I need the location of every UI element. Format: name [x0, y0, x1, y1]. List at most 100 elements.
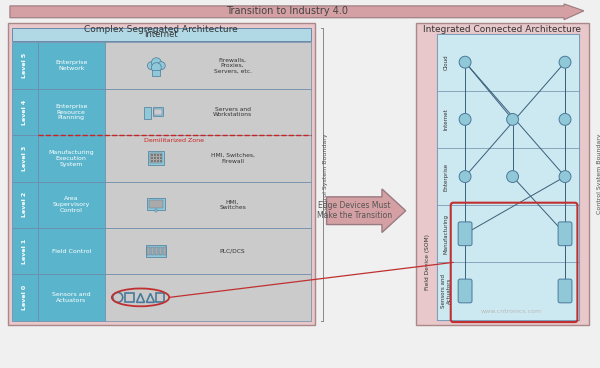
Text: Control System Boundary: Control System Boundary: [597, 133, 600, 214]
Bar: [12, 274, 38, 321]
Text: Internet: Internet: [444, 109, 449, 130]
Bar: [105, 181, 311, 228]
Bar: [154, 160, 157, 162]
Circle shape: [151, 58, 161, 68]
Text: Field Control: Field Control: [52, 248, 91, 254]
Text: Complex Segregated Architecture: Complex Segregated Architecture: [85, 25, 238, 34]
Bar: [437, 148, 579, 205]
Bar: [148, 198, 165, 210]
Bar: [151, 155, 154, 156]
FancyBboxPatch shape: [458, 279, 472, 303]
Bar: [38, 42, 105, 89]
Bar: [160, 160, 162, 162]
Text: Edge Devices Must
Make the Transition: Edge Devices Must Make the Transition: [317, 201, 392, 220]
FancyBboxPatch shape: [558, 222, 572, 246]
Bar: [157, 160, 160, 162]
Circle shape: [459, 171, 471, 183]
Bar: [38, 135, 105, 181]
Bar: [157, 155, 160, 156]
Text: Field Device (SOM): Field Device (SOM): [425, 234, 430, 290]
Text: PLC/DCS: PLC/DCS: [220, 248, 245, 254]
Bar: [12, 181, 38, 228]
FancyBboxPatch shape: [458, 222, 472, 246]
Bar: [151, 160, 154, 162]
Text: Manufacturing
Execution
System: Manufacturing Execution System: [49, 150, 94, 167]
Text: Transition to Industry 4.0: Transition to Industry 4.0: [226, 6, 348, 16]
Circle shape: [559, 56, 571, 68]
Bar: [163, 247, 166, 255]
Bar: [151, 153, 162, 163]
Text: Sensors and
Actuators: Sensors and Actuators: [52, 292, 91, 303]
Text: Level 2: Level 2: [22, 192, 27, 217]
Text: Manufacturing: Manufacturing: [444, 214, 449, 254]
Text: Level 1: Level 1: [22, 238, 27, 263]
Polygon shape: [10, 4, 584, 20]
Text: Control System Boundary: Control System Boundary: [323, 134, 328, 215]
Bar: [105, 42, 311, 89]
Bar: [157, 293, 164, 302]
Text: HMI,
Switches: HMI, Switches: [219, 199, 246, 210]
Bar: [154, 158, 157, 159]
Circle shape: [148, 62, 155, 70]
Bar: [38, 274, 105, 321]
Bar: [12, 228, 38, 274]
Circle shape: [459, 113, 471, 125]
Bar: [105, 135, 311, 181]
Text: Internet: Internet: [145, 29, 178, 39]
Circle shape: [506, 113, 518, 125]
Text: Enterprise
Resource
Planning: Enterprise Resource Planning: [55, 104, 88, 120]
Circle shape: [559, 113, 571, 125]
Bar: [155, 209, 157, 212]
Text: Enterprise
Network: Enterprise Network: [55, 60, 88, 71]
Text: Enterprise: Enterprise: [444, 163, 449, 191]
Bar: [154, 109, 162, 115]
Bar: [154, 155, 157, 156]
Bar: [148, 151, 164, 165]
Circle shape: [559, 171, 571, 183]
Text: www.cntronics.com: www.cntronics.com: [480, 309, 541, 314]
Bar: [437, 33, 579, 319]
Bar: [105, 274, 311, 321]
Bar: [8, 23, 314, 325]
Bar: [145, 107, 151, 119]
Bar: [105, 228, 311, 274]
Circle shape: [157, 62, 165, 70]
Text: Demilitarized Zone: Demilitarized Zone: [144, 138, 204, 143]
Text: Sensors and
Actuators: Sensors and Actuators: [441, 274, 452, 308]
Text: Integrated Connected Architecture: Integrated Connected Architecture: [423, 25, 581, 34]
Circle shape: [506, 171, 518, 183]
Bar: [148, 247, 151, 255]
Text: Level 3: Level 3: [22, 146, 27, 171]
Bar: [437, 33, 579, 91]
Bar: [437, 205, 579, 262]
Bar: [38, 181, 105, 228]
Text: Level 4: Level 4: [22, 99, 27, 125]
Bar: [125, 293, 134, 302]
Text: Cloud: Cloud: [444, 54, 449, 70]
Bar: [152, 70, 160, 75]
Text: Level 0: Level 0: [22, 285, 27, 310]
Bar: [157, 158, 160, 159]
Bar: [12, 28, 311, 40]
Bar: [416, 23, 589, 325]
Bar: [12, 135, 38, 181]
Bar: [437, 91, 579, 148]
Bar: [38, 228, 105, 274]
Bar: [105, 89, 311, 135]
Bar: [155, 247, 158, 255]
Bar: [149, 200, 163, 208]
Text: Servers and
Workstations: Servers and Workstations: [213, 107, 252, 117]
Bar: [151, 158, 154, 159]
Circle shape: [151, 63, 161, 72]
Bar: [12, 42, 38, 89]
Text: Firewalls,
Proxies,
Servers, etc.: Firewalls, Proxies, Servers, etc.: [214, 57, 251, 74]
Bar: [146, 245, 166, 257]
Bar: [38, 89, 105, 135]
Polygon shape: [326, 189, 406, 233]
Bar: [437, 262, 579, 319]
Text: Level 5: Level 5: [22, 53, 27, 78]
FancyBboxPatch shape: [558, 279, 572, 303]
Bar: [154, 107, 163, 116]
Circle shape: [459, 56, 471, 68]
Bar: [12, 89, 38, 135]
